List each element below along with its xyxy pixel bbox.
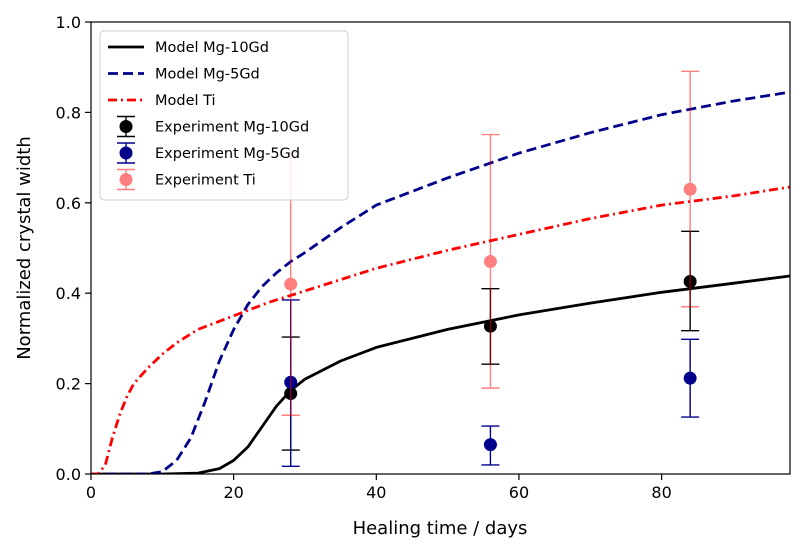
plot-frame [90,21,791,475]
y-tick-label: 0.4 [56,284,81,303]
legend-label-experiment-ti: Experiment Ti [155,173,256,189]
legend-label-model-mg-10gd: Model Mg-10Gd [155,40,269,56]
x-tick-label: 60 [509,483,529,502]
legend-swatch-experiment-mg-10gd [117,115,135,138]
errorbar-layer [281,70,700,468]
series-line-model-mg-5gd [91,90,790,474]
data-point [284,277,298,291]
x-tick-label: 0 [86,483,96,502]
y-axis-label: Normalized crystal width [14,136,35,360]
y-tick-label: 0.0 [56,465,81,484]
x-tick-label: 20 [223,483,243,502]
y-tick-label: 0.2 [56,375,81,394]
x-tick-label: 40 [366,483,386,502]
data-point [683,371,697,385]
legend-label-model-ti: Model Ti [155,93,216,109]
axis-layer: 0 20 40 60 80 0.0 0.2 0.4 0.6 0.8 1.0 [56,13,672,502]
legend-box [99,30,349,201]
x-axis-label: Healing time / days [353,518,528,539]
data-point [683,182,697,196]
series-experiment-mg-5gd [281,299,700,468]
series-experiment-ti [281,70,700,416]
data-point [483,255,497,269]
series-line-model-mg-10gd [91,274,790,474]
legend-swatch-experiment-mg-5gd [117,142,135,164]
legend-swatch-experiment-ti [117,168,135,191]
legend: Model Mg-10Gd Model Mg-5Gd Model Ti Experim… [99,30,349,201]
legend-label-experiment-mg-5gd: Experiment Mg-5Gd [155,146,300,162]
data-point [483,438,497,452]
x-tick-label: 80 [651,483,671,502]
series-layer [91,90,790,474]
legend-label-model-mg-5gd: Model Mg-5Gd [155,67,260,83]
y-tick-label: 0.6 [56,194,81,213]
y-tick-label: 1.0 [56,13,81,32]
y-tick-label: 0.8 [56,103,81,122]
legend-label-experiment-mg-10gd: Experiment Mg-10Gd [155,120,309,136]
series-line-model-ti [91,185,790,474]
